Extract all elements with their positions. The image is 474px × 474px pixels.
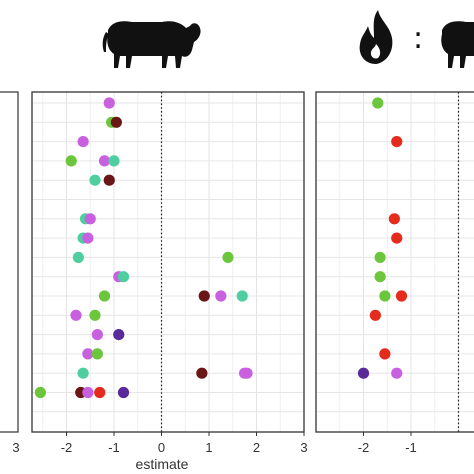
x-tick-label: -2	[358, 440, 370, 455]
cow-icon	[102, 21, 201, 68]
data-point-teal	[236, 290, 248, 302]
plot-background	[32, 92, 304, 432]
data-point-red	[369, 309, 381, 321]
data-point-teal	[108, 155, 120, 167]
fire-icon	[359, 10, 393, 64]
panel-frame	[315, 91, 474, 433]
data-point-teal	[117, 271, 130, 283]
data-point-purple	[215, 290, 227, 302]
data-point-red	[379, 348, 391, 360]
left-panel-frame	[0, 91, 19, 433]
x-tick-label: 2	[253, 440, 260, 455]
data-point-green	[34, 386, 46, 399]
data-point-darkred	[103, 174, 115, 186]
left-panel-tick-label: 3	[12, 440, 19, 455]
x-tick-label: 0	[158, 440, 165, 455]
data-point-purple	[241, 367, 253, 379]
data-point-green	[91, 348, 103, 360]
data-point-green	[379, 290, 391, 302]
data-point-green	[374, 271, 386, 283]
data-point-red	[94, 386, 106, 399]
panel-frame	[31, 91, 305, 433]
data-point-darkred	[198, 290, 210, 302]
data-point-green	[222, 251, 234, 263]
data-point-red	[391, 232, 403, 244]
data-point-purple	[82, 348, 94, 360]
data-point-purple	[103, 97, 115, 109]
data-point-violet	[117, 386, 130, 399]
data-point-purple	[91, 329, 103, 341]
data-point-teal	[77, 367, 89, 379]
x-tick-label: 3	[300, 440, 307, 455]
panel-middle: -2 -1 0 1 2 3	[31, 91, 308, 455]
x-tick-label: -2	[61, 440, 73, 455]
x-tick-label: -1	[108, 440, 120, 455]
data-point-red	[395, 290, 408, 302]
data-point-green	[372, 97, 384, 109]
x-tick-label: -1	[405, 440, 417, 455]
data-point-darkred	[196, 367, 208, 379]
data-point-green	[98, 290, 111, 302]
panel-header-row: :	[102, 10, 474, 68]
data-point-violet	[357, 367, 370, 379]
data-point-green	[374, 251, 386, 263]
data-point-red	[388, 213, 400, 225]
data-point-darkred	[110, 116, 122, 128]
cow-icon	[441, 21, 474, 68]
panel-right: -2 -1	[315, 91, 474, 455]
data-point-teal	[72, 251, 84, 263]
data-point-purple	[98, 155, 111, 167]
data-point-purple	[84, 213, 96, 225]
x-tick-label: 1	[205, 440, 212, 455]
data-point-red	[391, 136, 403, 148]
data-point-purple	[82, 232, 94, 244]
data-point-purple	[70, 309, 82, 321]
data-point-purple	[391, 367, 403, 379]
data-point-purple	[77, 136, 89, 148]
data-point-purple	[82, 386, 94, 399]
left-panel-partial: 3	[0, 91, 20, 455]
panel-header-separator: :	[413, 21, 423, 56]
data-point-green	[65, 155, 77, 167]
data-point-teal	[89, 174, 101, 186]
x-axis-label: estimate	[136, 456, 189, 472]
data-point-violet	[113, 329, 125, 341]
data-point-green	[89, 309, 101, 321]
